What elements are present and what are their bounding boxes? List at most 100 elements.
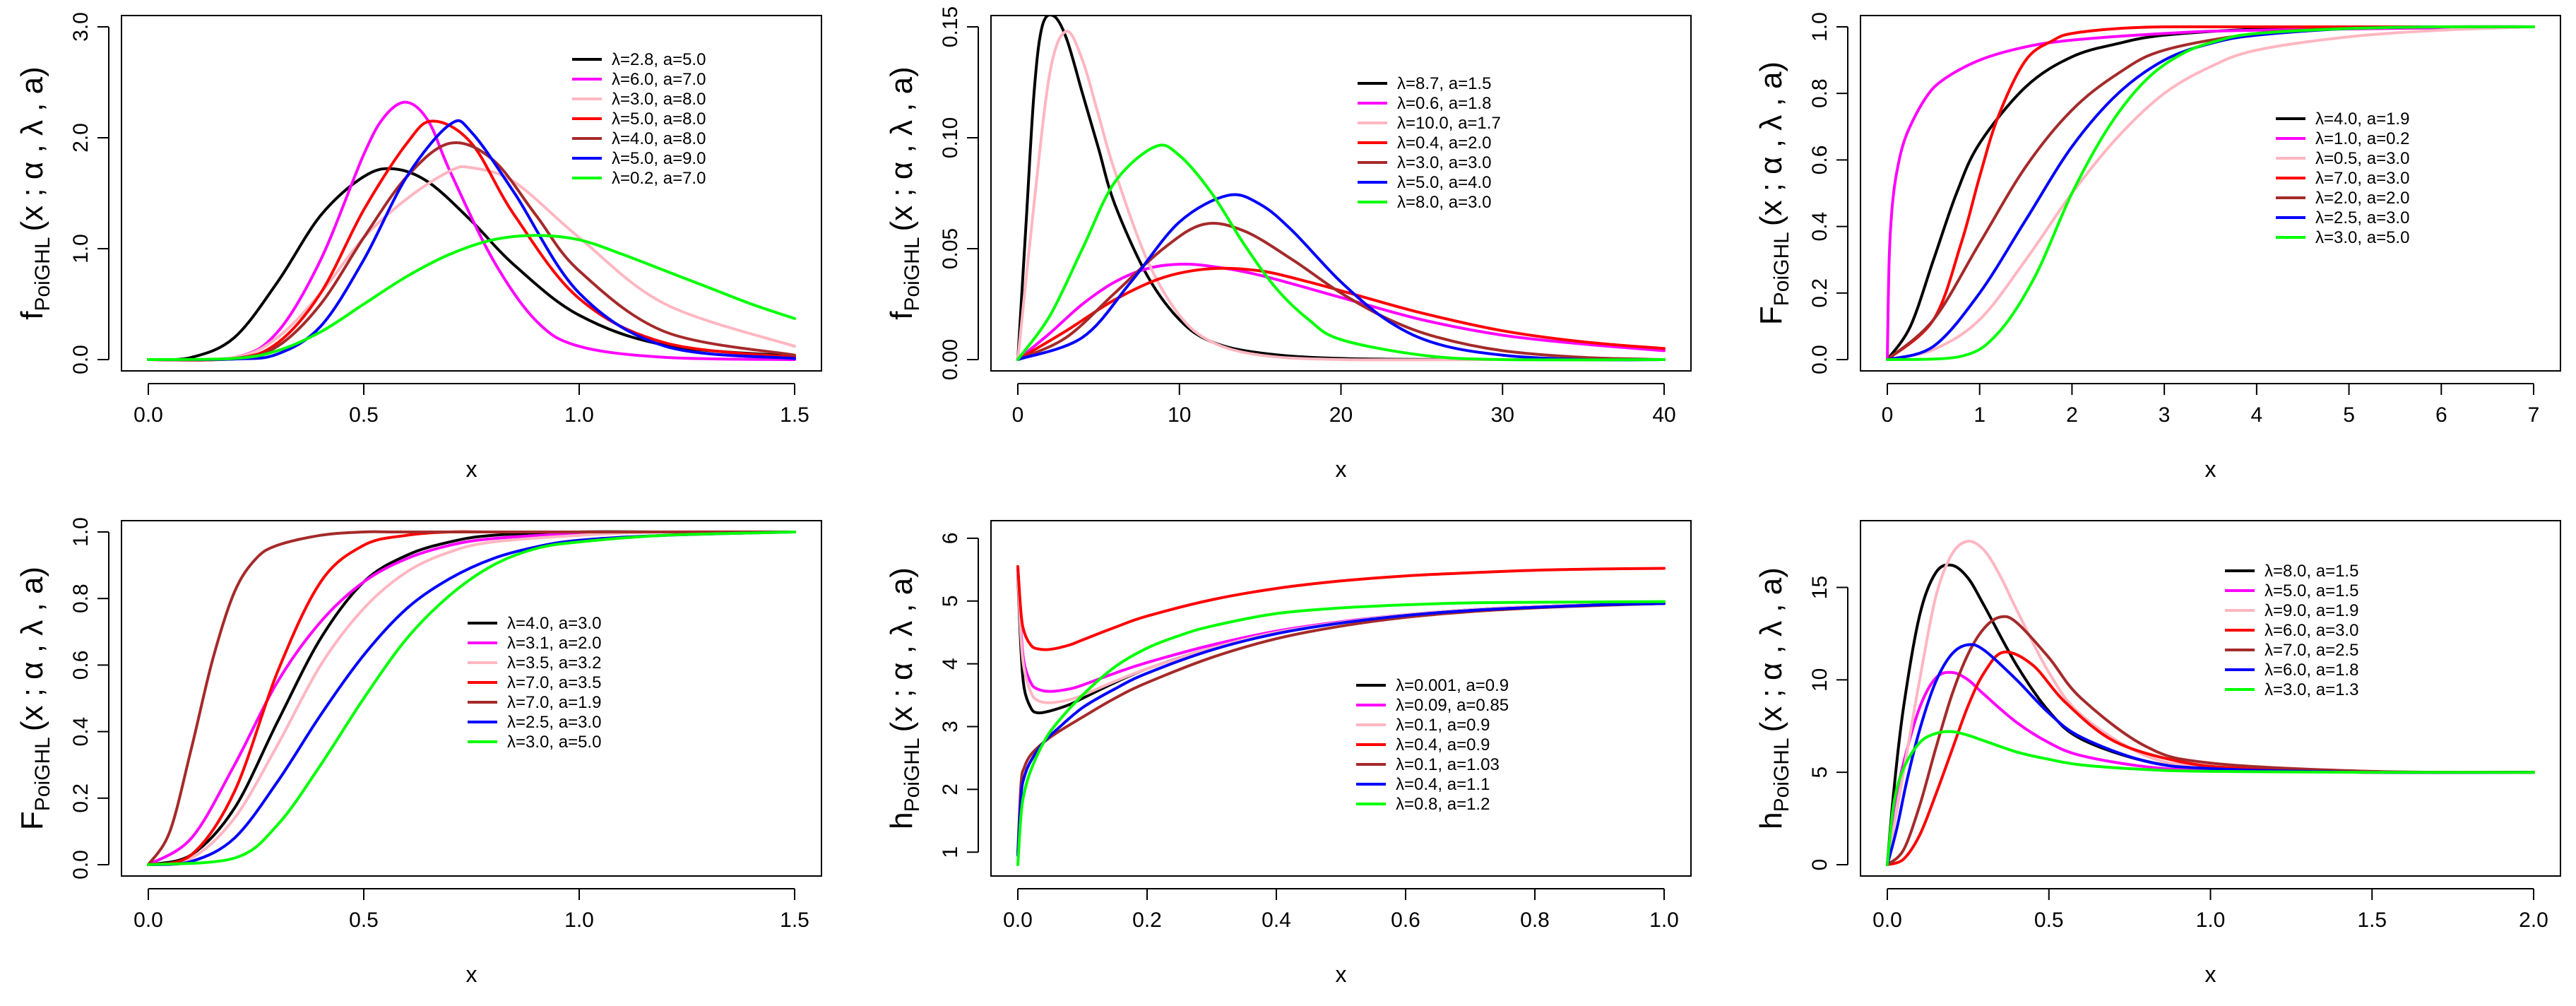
legend-label: λ=2.0, a=2.0 xyxy=(2315,189,2409,208)
legend: λ=8.0, a=1.5λ=5.0, a=1.5λ=9.0, a=1.9λ=6.… xyxy=(2225,562,2358,699)
x-axis-label: x xyxy=(466,961,477,987)
x-tick-label: 1.5 xyxy=(780,403,809,427)
panel-density-2: 0 10 20 30 40 x 0.00 0.05 0.10 0.15 fPoiGHL (x ; α … xyxy=(884,6,1692,482)
y-tick-label: 0.15 xyxy=(939,6,962,47)
series-line-2 xyxy=(1016,262,1666,361)
x-tick-label: 4 xyxy=(2251,403,2263,427)
legend-label: λ=6.0, a=7.0 xyxy=(612,70,706,89)
legend-label: λ=5.0, a=1.5 xyxy=(2265,581,2358,600)
series-line-6 xyxy=(1016,193,1666,362)
y-tick-label: 0.2 xyxy=(69,783,93,813)
y-tick-label: 0.8 xyxy=(1808,78,1832,108)
legend-label: λ=0.1, a=1.03 xyxy=(1396,755,1500,774)
y-tick-label: 0.4 xyxy=(1808,212,1832,242)
y-label-args: (x ; α , λ , a) xyxy=(884,567,919,732)
series-line-2 xyxy=(147,530,796,866)
legend: λ=4.0, a=1.9λ=1.0, a=0.2λ=0.5, a=3.0λ=7.… xyxy=(2276,110,2409,247)
y-tick-label: 5 xyxy=(1808,767,1832,779)
legend-label: λ=5.0, a=9.0 xyxy=(612,149,706,168)
plot-frame xyxy=(1860,520,2561,877)
y-tick-label: 6 xyxy=(939,533,962,545)
series-line-2 xyxy=(1016,568,1666,693)
y-label-subscript: PoiGHL xyxy=(31,237,54,311)
x-axis-label: x xyxy=(466,456,477,482)
x-tick-label: 0.6 xyxy=(1391,909,1420,932)
x-tick-label: 0.5 xyxy=(349,909,379,932)
x-tick-label: 0.2 xyxy=(1132,909,1162,932)
y-label-args: (x ; α , λ , a) xyxy=(1754,61,1788,226)
y-tick-label: 0.6 xyxy=(69,651,93,680)
series-line-6 xyxy=(147,119,796,362)
legend-label: λ=0.4, a=2.0 xyxy=(1397,134,1491,153)
y-tick-label: 0.10 xyxy=(939,117,962,158)
legend-label: λ=3.0, a=3.0 xyxy=(1397,153,1491,172)
y-tick-label: 4 xyxy=(939,658,962,670)
x-axis-label: x xyxy=(2205,961,2216,987)
y-tick-label: 0.8 xyxy=(69,584,93,613)
x-tick-label: 5 xyxy=(2343,403,2355,427)
legend-label: λ=9.0, a=1.9 xyxy=(2265,601,2358,620)
plot-frame xyxy=(1860,15,2561,372)
legend-label: λ=0.8, a=1.2 xyxy=(1396,795,1490,814)
legend-label: λ=3.0, a=1.3 xyxy=(2265,680,2358,699)
legend-label: λ=3.0, a=5.0 xyxy=(507,733,601,752)
series-group xyxy=(1886,540,2535,866)
x-tick-label: 2.0 xyxy=(2519,909,2548,932)
x-tick-label: 1 xyxy=(1973,403,1986,427)
x-tick-label: 6 xyxy=(2435,403,2447,427)
y-label-main: F xyxy=(1754,306,1788,325)
y-label-args: (x ; α , λ , a) xyxy=(15,66,49,231)
y-tick-label: 0.2 xyxy=(1808,278,1832,308)
series-line-2 xyxy=(1886,25,2535,361)
x-tick-label: 1.5 xyxy=(780,909,809,932)
series-line-5 xyxy=(147,530,796,866)
series-line-4 xyxy=(147,530,796,866)
x-tick-label: 0.0 xyxy=(133,909,163,932)
y-tick-label: 15 xyxy=(1808,576,1832,599)
series-group xyxy=(147,530,796,866)
y-label-subscript: PoiGHL xyxy=(901,237,924,311)
series-line-5 xyxy=(1016,222,1666,361)
y-axis-label: hPoiGHL (x ; α , λ , a) xyxy=(1754,567,1793,829)
x-tick-label: 1.0 xyxy=(2196,909,2226,932)
series-line-7 xyxy=(1886,730,2535,866)
legend-label: λ=8.0, a=3.0 xyxy=(1397,193,1491,212)
x-axis-label: x xyxy=(2205,456,2216,482)
series-line-3 xyxy=(1016,30,1666,362)
series-line-5 xyxy=(1886,25,2535,361)
x-tick-label: 1.0 xyxy=(564,909,594,932)
y-tick-label: 3 xyxy=(939,721,962,733)
series-group xyxy=(147,100,796,362)
y-label-args: (x ; α , λ , a) xyxy=(15,567,49,731)
legend-label: λ=7.0, a=3.5 xyxy=(507,673,601,692)
y-tick-label: 0.0 xyxy=(69,850,93,880)
plot-frame xyxy=(121,15,822,372)
panel-density-1: 0.0 0.5 1.0 1.5 x 0.0 1.0 2.0 3.0 fPoiGHL (x ; α ,… xyxy=(15,12,822,482)
y-axis-label: fPoiGHL (x ; α , λ , a) xyxy=(884,66,924,320)
panel-cdf-1: 0 1 2 3 4 5 6 7 x 0.0 0.2 0.4 0.6 0.8 1.0 FPoiGHL (x ; α… xyxy=(1754,12,2561,482)
x-tick-label: 40 xyxy=(1652,403,1675,427)
y-tick-label: 0.0 xyxy=(1808,345,1832,374)
plot-frame xyxy=(121,520,822,877)
legend-label: λ=5.0, a=4.0 xyxy=(1397,173,1491,192)
legend-label: λ=3.1, a=2.0 xyxy=(507,634,601,653)
y-label-args: (x ; α , λ , a) xyxy=(884,66,919,231)
legend-label: λ=1.0, a=0.2 xyxy=(2315,129,2409,148)
legend: λ=8.7, a=1.5λ=0.6, a=1.8λ=10.0, a=1.7λ=0… xyxy=(1358,74,1501,212)
legend-label: λ=0.1, a=0.9 xyxy=(1396,716,1490,735)
y-tick-label: 1.0 xyxy=(69,517,93,547)
legend-label: λ=6.0, a=3.0 xyxy=(2265,621,2358,640)
y-axis-label: FPoiGHL (x ; α , λ , a) xyxy=(15,567,54,830)
plot-frame xyxy=(990,15,1692,372)
x-tick-label: 0 xyxy=(1882,403,1894,427)
series-line-7 xyxy=(147,531,796,866)
legend-label: λ=0.2, a=7.0 xyxy=(612,169,706,188)
y-label-main: h xyxy=(1754,812,1788,829)
legend-label: λ=6.0, a=1.8 xyxy=(2265,661,2358,680)
series-line-4 xyxy=(1886,650,2535,866)
y-label-subscript: PoiGHL xyxy=(1770,738,1793,812)
y-label-subscript: PoiGHL xyxy=(1770,232,1793,306)
legend-label: λ=0.5, a=3.0 xyxy=(2315,149,2409,168)
legend: λ=2.8, a=5.0λ=6.0, a=7.0λ=3.0, a=8.0λ=5.… xyxy=(572,50,706,188)
series-line-2 xyxy=(147,100,796,362)
